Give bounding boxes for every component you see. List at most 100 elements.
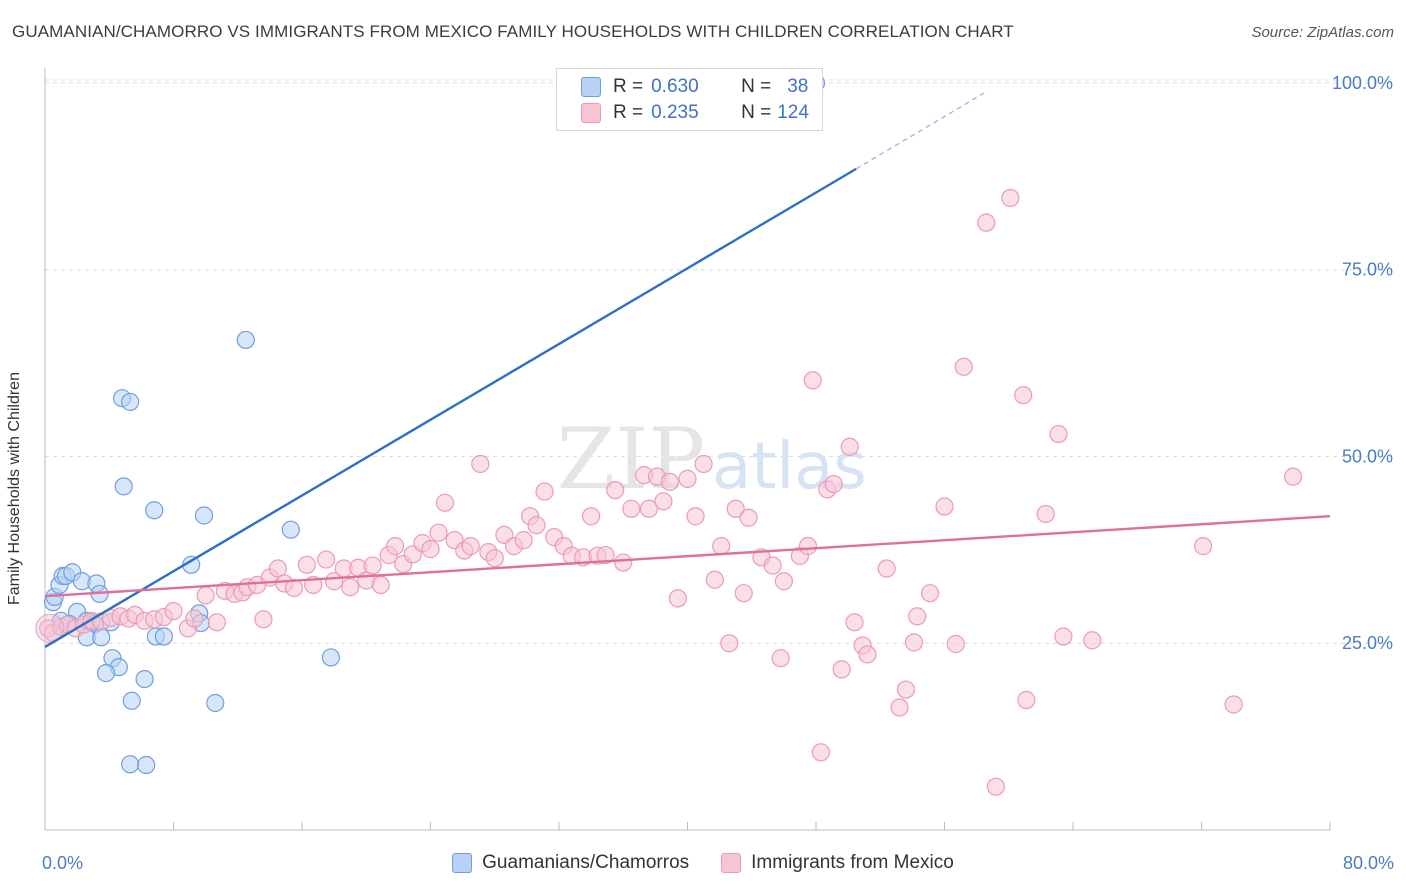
point-mexico [254,610,273,629]
point-guamanian [145,501,164,520]
point-mexico [386,537,405,556]
point-mexico [845,613,864,632]
point-mexico [896,680,916,699]
point-mexico [712,537,731,556]
legend-swatch-pink [721,853,742,873]
point-guamanian [236,330,255,350]
point-mexico [1001,188,1020,208]
point-mexico [639,499,659,518]
y-tick-label: 50.0% [1342,446,1393,466]
point-mexico [904,633,924,652]
legend-swatch-blue [452,853,473,873]
point-mexico [686,507,705,526]
point-mexico [164,602,183,621]
point-mexico [606,480,625,500]
point-mexico [824,475,843,494]
point-mexico [429,523,448,542]
series-legend: Guamanians/Chamorros Immigrants from Mex… [0,852,1406,874]
point-guamanian [206,693,225,713]
point-mexico [946,634,965,654]
point-mexico [1224,695,1243,714]
point-mexico [1283,467,1303,486]
point-mexico [954,357,973,376]
point-mexico [1083,631,1102,650]
point-mexico [660,472,679,491]
point-mexico [935,497,954,516]
point-mexico [622,499,641,518]
point-mexico [858,645,877,664]
point-mexico [596,545,615,565]
point-mexico [739,508,758,527]
grid-lines [45,79,1392,644]
point-mexico [196,586,215,605]
trend-lines [44,92,1331,649]
point-mexico [582,507,601,526]
point-guamanian [96,664,116,683]
point-mexico [763,556,782,575]
point-mexico [284,578,304,598]
point-mexico [726,499,745,518]
point-mexico [185,609,204,628]
point-guamanian [137,755,156,775]
point-mexico [803,371,822,390]
point-mexico [832,660,851,679]
point-mexico [1014,386,1033,405]
point-mexico [316,550,336,569]
r-label: R = [613,76,644,97]
point-mexico [207,613,226,632]
point-guamanian [321,648,341,667]
point-mexico [774,572,793,591]
point-mexico [668,589,687,608]
point-mexico [421,540,440,559]
point-mexico [297,555,316,574]
point-guamanian [281,520,300,539]
point-guamanian [92,628,111,647]
point-guamanian [122,691,141,710]
point-mexico [811,743,830,762]
n-value: 38 [787,76,809,97]
point-guamanian [114,477,133,496]
point-mexico [890,698,909,717]
point-mexico [371,575,390,595]
r-value: 0.235 [651,102,699,123]
y-tick-label: 75.0% [1342,260,1393,280]
axes [44,68,1331,831]
point-mexico [535,482,554,501]
trend-line-guamanian-extension [855,92,985,170]
trend-line-mexico [44,515,1331,598]
point-mexico [1049,424,1068,444]
y-tick-label: 100.0% [1332,73,1393,93]
point-mexico [471,454,490,474]
y-tick-label: 25.0% [1342,633,1393,653]
trend-line-guamanian [44,167,857,649]
watermark-atlas: atlas [712,430,867,504]
point-mexico [1036,504,1055,524]
legend-swatch-pink [581,103,601,123]
point-mexico [1194,537,1213,556]
r-value: 0.630 [651,76,699,97]
x-tick-label-min: 0.0% [42,853,84,873]
n-value: 124 [777,102,809,123]
point-guamanian [194,506,214,525]
point-mexico [920,584,940,603]
legend-item-guamanians: Guamanians/Chamorros [452,852,689,874]
legend-row-mexico: R = 0.235 N = 124 [581,101,809,125]
legend-row-guamanian: R = 0.630 N = 38 [581,75,808,99]
correlation-legend: R = 0.630 N = 38 R = 0.235 N = 124 [556,68,823,131]
point-mexico [654,492,673,511]
data-points [35,73,1303,796]
chart-title: GUAMANIAN/CHAMORRO VS IMMIGRANTS FROM ME… [12,22,1014,41]
point-mexico [527,516,546,535]
point-mexico [341,578,360,597]
point-mexico [614,553,633,572]
point-guamanian [121,392,140,412]
point-mexico [514,531,533,550]
point-mexico [1017,690,1036,710]
legend-swatch-blue [581,77,601,97]
point-mexico [771,649,790,668]
legend-item-mexico: Immigrants from Mexico [721,852,954,874]
n-label: N = [741,102,772,123]
legend-label: Guamanians/Chamorros [482,852,690,873]
r-label: R = [613,102,644,123]
